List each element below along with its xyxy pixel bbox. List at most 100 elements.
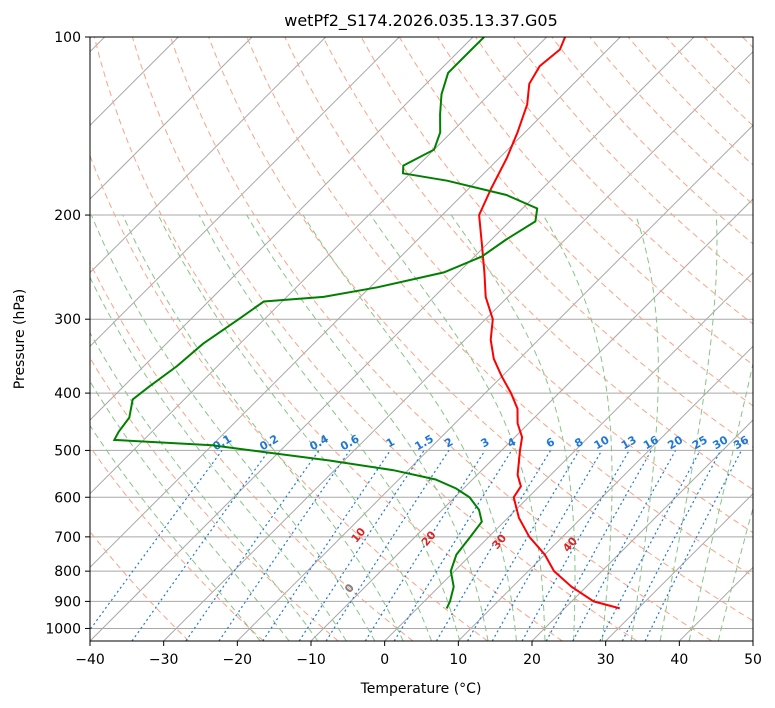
moist-adiabat-line — [198, 214, 461, 641]
mixing-ratio-line — [218, 450, 351, 641]
moist-adiabat-line — [370, 214, 546, 641]
y-tick-label: 900 — [54, 594, 81, 610]
isotherm-line — [90, 37, 253, 200]
moist-adiabat-line — [659, 214, 718, 641]
dry-adiabat-label: 30 — [489, 531, 509, 551]
mixing-ratio-label: 36 — [731, 433, 751, 452]
isotherm-line — [678, 566, 753, 641]
y-axis: 100 200 300 400 500 600 700 800 900 1000 — [45, 30, 90, 637]
temperature-profile-line — [478, 37, 621, 610]
line-labels: 0.1 0.2 0.4 0.6 1 1.5 2 3 4 6 8 10 13 16 20 25 30 36−100−… — [211, 7, 753, 596]
isotherm-line — [384, 271, 753, 641]
mixing-ratio-line — [521, 450, 630, 641]
isotherm-line — [531, 419, 753, 641]
mixing-ratio-line — [262, 450, 391, 641]
mixing-ratio-label: 13 — [619, 433, 639, 452]
isotherm-line — [90, 37, 474, 421]
mixing-ratio-line — [545, 450, 652, 641]
mixing-ratio-line — [599, 450, 701, 641]
y-tick-label: 400 — [54, 386, 81, 402]
moist-adiabat-line — [688, 361, 753, 641]
y-tick-label: 600 — [54, 490, 81, 506]
mixing-ratio-line — [621, 450, 722, 641]
dry-adiabat-line — [703, 37, 753, 88]
mixing-ratio-label: 20 — [665, 433, 685, 452]
x-tick-label: 50 — [744, 652, 762, 668]
y-tick-label: 1000 — [45, 621, 81, 637]
moist-adiabat-line — [90, 276, 347, 641]
mixing-ratio-line — [466, 450, 580, 641]
x-tick-label: 20 — [523, 652, 541, 668]
isotherm-line — [752, 640, 753, 641]
mixing-ratio-label: 3 — [478, 435, 491, 450]
x-axis: −40 −30 −20 −10 0 10 20 30 40 50 — [75, 641, 762, 668]
moist-adiabat-line — [90, 331, 319, 641]
isotherm-line — [90, 37, 621, 569]
isotherm-line — [457, 345, 753, 641]
isotherm-line — [236, 124, 753, 641]
mixing-ratio-line — [644, 450, 743, 641]
background-lines — [90, 37, 753, 641]
dry-adiabat-line — [93, 37, 563, 641]
mixing-ratio-line — [325, 450, 450, 641]
dry-adiabat-line — [208, 37, 753, 622]
mixing-ratio-label: 6 — [544, 435, 557, 450]
dry-adiabat-line — [284, 37, 753, 534]
dry-adiabat-line — [90, 357, 339, 641]
mixing-ratio-label: 25 — [690, 433, 710, 452]
mixing-ratio-line — [435, 450, 552, 641]
dry-adiabat-line — [90, 154, 488, 641]
mixing-ratio-label: 1 — [384, 435, 397, 450]
mixing-ratio-line — [393, 450, 513, 641]
dewpoint-profile-line — [112, 37, 539, 609]
dry-adiabat-line — [246, 37, 753, 577]
y-tick-label: 500 — [54, 443, 81, 459]
dry-adiabat-line — [322, 37, 753, 491]
dry-adiabat-line — [131, 37, 638, 641]
y-tick-label: 700 — [54, 530, 81, 546]
moist-adiabat-line — [122, 214, 404, 641]
isotherm-line — [90, 37, 400, 348]
chart-title: wetPf2_S174.2026.035.13.37.G05 — [284, 11, 558, 31]
dry-adiabat-line — [589, 37, 753, 205]
x-tick-label: 0 — [380, 652, 389, 668]
mixing-ratio-line — [90, 450, 223, 631]
isotherm-line — [90, 37, 548, 495]
y-tick-label: 800 — [54, 564, 81, 580]
x-tick-label: −40 — [75, 652, 105, 668]
dry-adiabat-line — [475, 37, 753, 325]
dry-adiabat-line — [742, 37, 753, 49]
mixing-ratio-label: 16 — [641, 433, 661, 452]
mixing-ratio-label: 10 — [592, 433, 612, 452]
moist-adiabat-line — [90, 214, 376, 641]
mixing-ratio-line — [491, 450, 603, 641]
x-tick-label: −20 — [223, 652, 253, 668]
moist-adiabat-line — [542, 214, 613, 641]
moist-adiabat-line — [302, 214, 517, 641]
dry-adiabat-line — [665, 37, 753, 127]
dry-adiabat-line — [90, 530, 190, 641]
moist-adiabat-line — [246, 214, 489, 641]
dry-adiabat-line — [90, 261, 414, 641]
dry-adiabat-line — [513, 37, 753, 285]
isotherm-line — [90, 37, 695, 641]
dry-adiabat-label: 20 — [419, 528, 439, 548]
moist-adiabat-line — [450, 214, 576, 641]
isotherm-line — [163, 50, 753, 641]
isotherm-line — [605, 492, 753, 641]
dry-adiabat-label: 10 — [349, 525, 369, 545]
x-axis-label: Temperature (°C) — [360, 681, 482, 697]
x-tick-label: −30 — [149, 652, 179, 668]
plot-frame — [89, 36, 754, 642]
mixing-ratio-line — [131, 450, 270, 641]
y-tick-label: 100 — [54, 30, 81, 46]
mixing-ratio-label: 30 — [710, 433, 730, 452]
dry-adiabat-line — [170, 37, 712, 641]
y-tick-label: 300 — [54, 312, 81, 328]
dry-adiabat-label: −100 — [232, 7, 263, 40]
profile-series — [112, 37, 621, 610]
moist-adiabat-line — [90, 424, 261, 641]
mixing-ratio-label: 2 — [442, 435, 455, 450]
moist-adiabat-line — [157, 214, 432, 641]
